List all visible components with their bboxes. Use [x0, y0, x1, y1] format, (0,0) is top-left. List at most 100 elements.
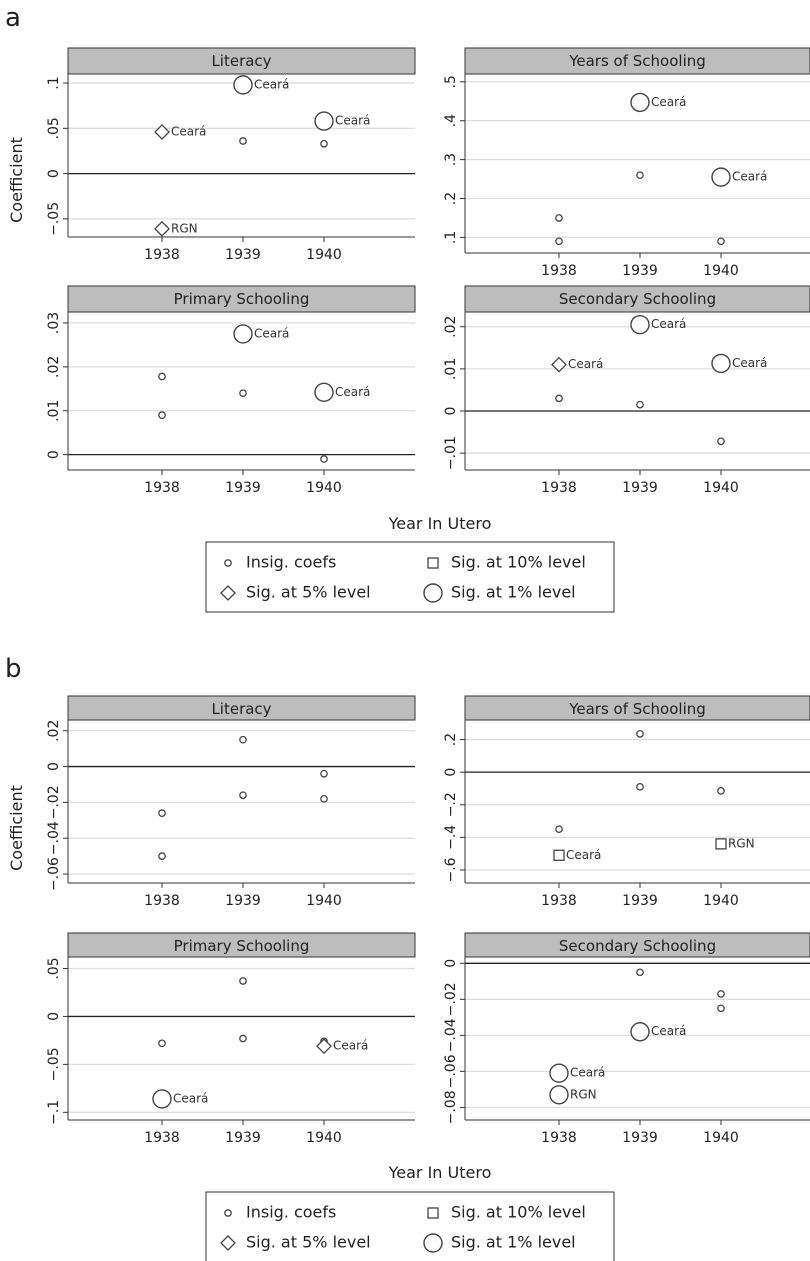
subplot-title-strip	[464, 47, 810, 75]
y-tick-label: .3	[443, 153, 459, 166]
y-tick-label: −.02	[46, 785, 62, 819]
data-point	[555, 214, 563, 222]
subplot-years-of-schooling: Years of Schooling −.6 −.4 −.2 0 .2 1938 1939 19…	[443, 695, 810, 909]
panel-b: b Coefficient Year In Utero Literacy −.06 −.0…	[5, 654, 810, 1261]
subplot-title-strip	[67, 47, 416, 75]
point-annotation: Ceará	[173, 1091, 208, 1105]
legend-label: Sig. at 5% level	[246, 1233, 371, 1252]
data-point	[549, 1085, 569, 1105]
subplot-title: Literacy	[211, 700, 271, 718]
legend-marker	[427, 557, 439, 569]
y-tick-label: −.2	[443, 792, 459, 817]
legend: Insig. coefs Sig. at 10% level Sig. at 5% …	[205, 541, 615, 613]
x-tick-label: 1939	[225, 247, 261, 263]
y-tick-label: −.1	[46, 1100, 62, 1125]
data-point	[239, 735, 247, 744]
y-tick-label: −.04	[46, 821, 62, 855]
x-tick-label: 1939	[622, 480, 658, 496]
subplot-title-strip	[464, 932, 810, 958]
y-tick-label: −.08	[443, 1090, 459, 1124]
data-point	[630, 314, 650, 335]
data-point	[636, 730, 644, 738]
x-tick-label: 1939	[622, 893, 658, 909]
subplot-secondary-schooling: Secondary Schooling −.08 −.06 −.04 −.02 0 1938…	[443, 932, 810, 1146]
subplot-title-strip	[67, 695, 416, 721]
y-tick-label: .4	[443, 114, 459, 127]
x-axis-label: Year In Utero	[388, 1163, 492, 1182]
y-tick-label: 0	[46, 169, 62, 178]
subplot-title-strip	[464, 285, 810, 313]
y-tick-label: .1	[46, 76, 62, 89]
point-annotation: Ceará	[732, 170, 767, 184]
point-annotation: Ceará	[254, 326, 289, 340]
data-point	[239, 137, 247, 145]
legend-marker	[220, 1235, 236, 1251]
point-annotation: Ceará	[171, 124, 206, 138]
y-tick-label: 0	[46, 762, 62, 771]
y-tick-label: 0	[46, 450, 62, 459]
data-point	[717, 237, 725, 246]
x-tick-label: 1940	[306, 247, 342, 263]
data-point	[717, 990, 725, 998]
point-annotation: Ceará	[566, 848, 601, 862]
y-axis-label: Coefficient	[7, 137, 26, 223]
legend: Insig. coefs Sig. at 10% level Sig. at 5% …	[205, 1191, 615, 1261]
legend-marker	[224, 1209, 232, 1217]
subplot-primary-schooling: Primary Schooling 0 .01 .02 .03 1938 1939 1940 C…	[46, 285, 416, 496]
y-tick-label: −.05	[46, 1047, 62, 1081]
x-tick-label: 1940	[306, 893, 342, 909]
point-annotation: Ceará	[335, 385, 370, 399]
legend-marker	[224, 559, 232, 567]
x-tick-label: 1940	[703, 480, 739, 496]
point-annotation: RGN	[171, 221, 198, 235]
x-tick-label: 1938	[144, 893, 180, 909]
subplot-title: Secondary Schooling	[559, 937, 716, 955]
data-point	[636, 171, 644, 180]
point-annotation: Ceará	[651, 95, 686, 109]
data-point	[717, 1004, 725, 1013]
data-point	[158, 809, 166, 817]
data-point	[239, 977, 247, 985]
data-point	[551, 356, 567, 373]
data-point	[316, 1038, 332, 1055]
legend-label: Insig. coefs	[246, 553, 336, 572]
x-tick-label: 1938	[541, 263, 577, 279]
subplot-title: Years of Schooling	[568, 52, 706, 70]
data-point	[711, 353, 731, 374]
x-tick-label: 1939	[225, 893, 261, 909]
y-tick-label: .5	[443, 75, 459, 88]
point-annotation: Ceará	[732, 356, 767, 370]
data-point	[717, 437, 725, 446]
y-tick-label: .02	[46, 356, 62, 378]
y-tick-label: .05	[46, 957, 62, 979]
x-tick-label: 1940	[703, 263, 739, 279]
y-tick-label: −.01	[443, 436, 459, 470]
subplot-primary-schooling: Primary Schooling −.1 −.05 0 .05 1938 1939 1940…	[46, 932, 416, 1146]
data-point	[630, 1022, 650, 1042]
data-point	[239, 791, 247, 800]
y-tick-label: −.04	[443, 1018, 459, 1052]
subplot-literacy: Literacy −.05 0 .05 .1 1938 1939 1940 Ceará RGN Ce…	[46, 47, 416, 263]
x-tick-label: 1940	[306, 1130, 342, 1146]
panel-label: a	[5, 3, 21, 33]
data-point	[320, 139, 328, 148]
point-annotation: Ceará	[651, 317, 686, 331]
data-point	[158, 411, 166, 419]
data-point	[152, 1089, 172, 1109]
y-tick-label: 0	[443, 407, 459, 416]
subplot-title: Literacy	[211, 52, 271, 70]
data-point	[233, 324, 253, 344]
subplot-title-strip	[67, 285, 416, 313]
y-tick-label: −.6	[443, 857, 459, 882]
y-tick-label: −.4	[443, 825, 459, 850]
data-point	[555, 825, 563, 834]
y-tick-label: .01	[46, 400, 62, 422]
subplot-title-strip	[67, 932, 416, 958]
legend-label: Sig. at 10% level	[451, 1203, 586, 1222]
x-tick-label: 1938	[144, 480, 180, 496]
data-point	[555, 237, 563, 246]
subplot-years-of-schooling: Years of Schooling .1 .2 .3 .4 .5 1938 1939 1940…	[443, 47, 810, 279]
x-tick-label: 1939	[225, 480, 261, 496]
point-annotation: Ceará	[335, 114, 370, 128]
